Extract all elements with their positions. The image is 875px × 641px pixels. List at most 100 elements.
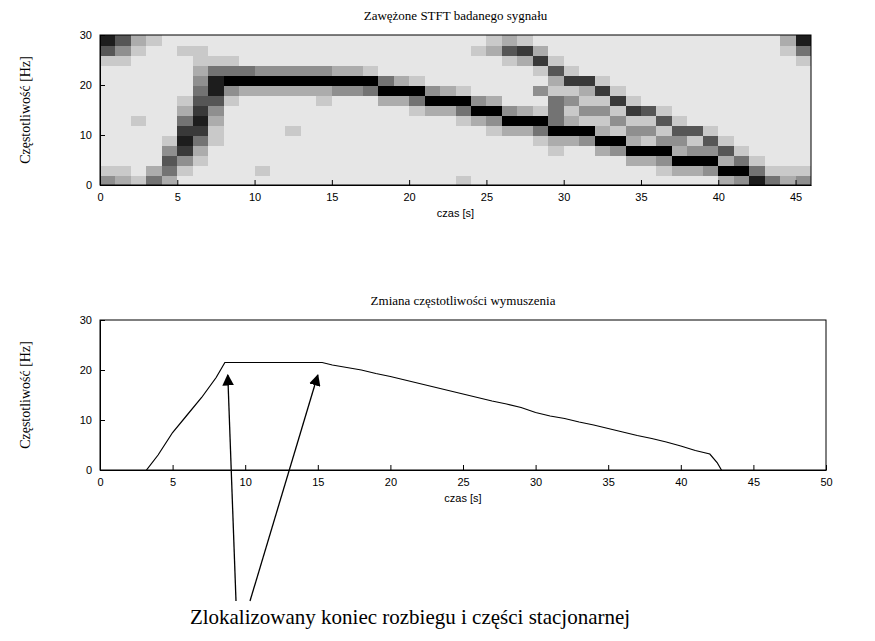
- plot-area: [146, 363, 721, 471]
- x-axis-line: [101, 185, 812, 186]
- heat-cell: [285, 35, 301, 46]
- heat-cell: [363, 165, 379, 176]
- heat-cell: [718, 45, 734, 56]
- heat-cell: [100, 55, 116, 66]
- heat-cell: [224, 45, 240, 56]
- heat-cell: [579, 35, 595, 46]
- heat-cell: [332, 145, 348, 156]
- heat-cell: [456, 125, 472, 136]
- heat-cell: [239, 155, 255, 166]
- heat-cell: [765, 155, 781, 166]
- heat-cell: [146, 135, 162, 146]
- heat-cell: [672, 125, 688, 136]
- heat-cell: [595, 105, 611, 116]
- heat-cell: [780, 75, 796, 86]
- heat-cell: [641, 165, 657, 176]
- heat-cell: [456, 75, 472, 86]
- heat-cell: [656, 135, 672, 146]
- heat-cell: [239, 85, 255, 96]
- heat-cell: [780, 105, 796, 116]
- heat-cell: [517, 135, 533, 146]
- heat-cell: [316, 45, 332, 56]
- heat-cell: [749, 105, 765, 116]
- y-axis: 0102030: [80, 29, 105, 191]
- heat-cell: [332, 165, 348, 176]
- heat-cell: [347, 85, 363, 96]
- heat-cell: [703, 165, 719, 176]
- heat-cell: [533, 35, 549, 46]
- x-tick-label: 40: [713, 191, 725, 203]
- y-axis-title: Częstotliwość [Hz]: [18, 341, 33, 449]
- plot-frame: [100, 35, 811, 185]
- heat-cell: [394, 145, 410, 156]
- heat-cell: [579, 65, 595, 76]
- heat-cell: [193, 155, 209, 166]
- heat-cell: [363, 45, 379, 56]
- heat-cell: [796, 75, 811, 86]
- heat-cell: [564, 35, 580, 46]
- heat-cell: [440, 175, 456, 185]
- heat-cell: [409, 65, 425, 76]
- heat-cell: [332, 125, 348, 136]
- heat-cell: [162, 45, 178, 56]
- heat-cell: [425, 125, 441, 136]
- heat-cell: [131, 75, 147, 86]
- heat-cell: [193, 115, 209, 126]
- heat-cell: [564, 135, 580, 146]
- heat-cell: [347, 55, 363, 66]
- heat-cell: [177, 85, 193, 96]
- heat-cell: [718, 155, 734, 166]
- heat-cell: [765, 35, 781, 46]
- heat-cell: [239, 65, 255, 76]
- heat-cell: [425, 145, 441, 156]
- heat-cell: [115, 95, 131, 106]
- heat-cell: [409, 145, 425, 156]
- heat-cell: [610, 95, 626, 106]
- heat-cell: [301, 125, 317, 136]
- heat-cell: [533, 135, 549, 146]
- heat-cell: [703, 115, 719, 126]
- heat-cell: [440, 35, 456, 46]
- heat-cell: [347, 125, 363, 136]
- heat-cell: [471, 45, 487, 56]
- heat-cell: [765, 85, 781, 96]
- heat-cell: [316, 125, 332, 136]
- heat-cell: [672, 55, 688, 66]
- heat-cell: [626, 165, 642, 176]
- heat-cell: [394, 165, 410, 176]
- x-tick-mark: [390, 465, 391, 470]
- heat-cell: [394, 65, 410, 76]
- heat-cell: [672, 65, 688, 76]
- heat-cell: [765, 65, 781, 76]
- y-tick: 30: [80, 314, 105, 326]
- heat-cell: [548, 175, 564, 185]
- heat-cell: [656, 155, 672, 166]
- heat-cell: [332, 105, 348, 116]
- heat-cell: [440, 105, 456, 116]
- heat-cell: [564, 105, 580, 116]
- heat-cell: [626, 35, 642, 46]
- heat-cell: [316, 85, 332, 96]
- y-tick-label: 10: [80, 414, 92, 426]
- chart-root: 0510152025303540450102030Zawężone STFT b…: [0, 0, 875, 641]
- heat-cell: [765, 175, 781, 185]
- heat-cell: [440, 75, 456, 86]
- heat-cell: [224, 55, 240, 66]
- heat-cell: [517, 85, 533, 96]
- heat-cell: [456, 65, 472, 76]
- x-axis: 05101520253035404550: [97, 465, 832, 488]
- x-tick-mark: [536, 465, 537, 470]
- heat-cell: [471, 115, 487, 126]
- heat-cell: [780, 155, 796, 166]
- heat-cell: [564, 115, 580, 126]
- heat-cell: [626, 155, 642, 166]
- heat-cell: [564, 125, 580, 136]
- heat-cell: [100, 175, 116, 185]
- heat-cell: [672, 85, 688, 96]
- heat-cell: [193, 175, 209, 185]
- heat-cell: [749, 85, 765, 96]
- heat-cell: [100, 85, 116, 96]
- heat-cell: [363, 75, 379, 86]
- heat-cell: [347, 145, 363, 156]
- heat-cell: [131, 95, 147, 106]
